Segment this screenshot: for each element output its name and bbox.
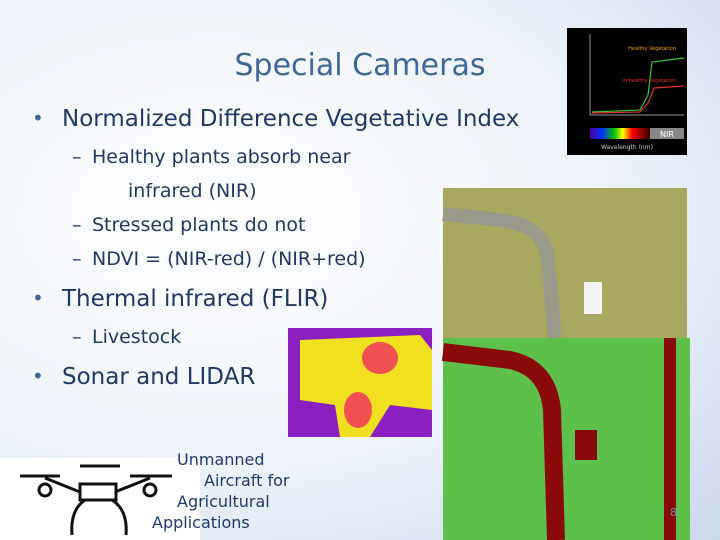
spectrum <box>590 128 650 139</box>
sub-bullet-marker: – <box>72 146 82 168</box>
aerial-photo <box>443 188 687 338</box>
sub-bullet-marker: – <box>72 248 82 270</box>
sub-bullet-text: Livestock <box>92 326 182 348</box>
inset-label: Healthy Vegetation <box>628 46 676 52</box>
inset-label: Unhealthy vegetation <box>622 78 676 84</box>
sub-bullet-text: NDVI = (NIR-red) / (NIR+red) <box>92 248 366 270</box>
thermal-hotspot <box>362 342 398 374</box>
caption-line: Applications <box>152 513 250 532</box>
ndvi-map <box>443 338 690 540</box>
sub-bullet-marker: – <box>72 326 82 348</box>
slide-title: Special Cameras <box>234 48 486 83</box>
bullet-text: Normalized Difference Vegetative Index <box>62 106 520 132</box>
thermal-hotspot <box>344 392 372 428</box>
caption-line: Agricultural <box>177 492 270 511</box>
sub-bullet-text: Stressed plants do not <box>92 214 306 236</box>
road <box>442 207 562 339</box>
ndvi-edge <box>664 338 676 540</box>
drone-drawing <box>20 464 172 536</box>
unhealthy-curve <box>591 85 685 114</box>
bullet-marker: • <box>32 286 44 310</box>
sub-bullet-text: infrared (NIR) <box>128 180 257 202</box>
sub-bullet-text: Healthy plants absorb near <box>92 146 351 168</box>
healthy-curve <box>591 57 685 113</box>
thermal-animal <box>300 335 432 437</box>
bullet-text: Thermal infrared (FLIR) <box>62 286 329 312</box>
bullet-marker: • <box>32 106 44 130</box>
inset-label: NIR <box>660 130 674 139</box>
building <box>584 282 602 314</box>
page-number: 8 <box>670 506 677 519</box>
inset-label: Wavelength (nm) <box>601 144 653 151</box>
ndvi-road <box>441 343 565 540</box>
caption-line: Aircraft for <box>204 471 290 490</box>
nir-band <box>650 128 684 139</box>
sub-bullet-marker: – <box>72 214 82 236</box>
ndvi-building <box>575 430 597 460</box>
bullet-marker: • <box>32 364 44 388</box>
caption-line: Unmanned <box>177 450 265 469</box>
bullet-text: Sonar and LIDAR <box>62 364 256 390</box>
